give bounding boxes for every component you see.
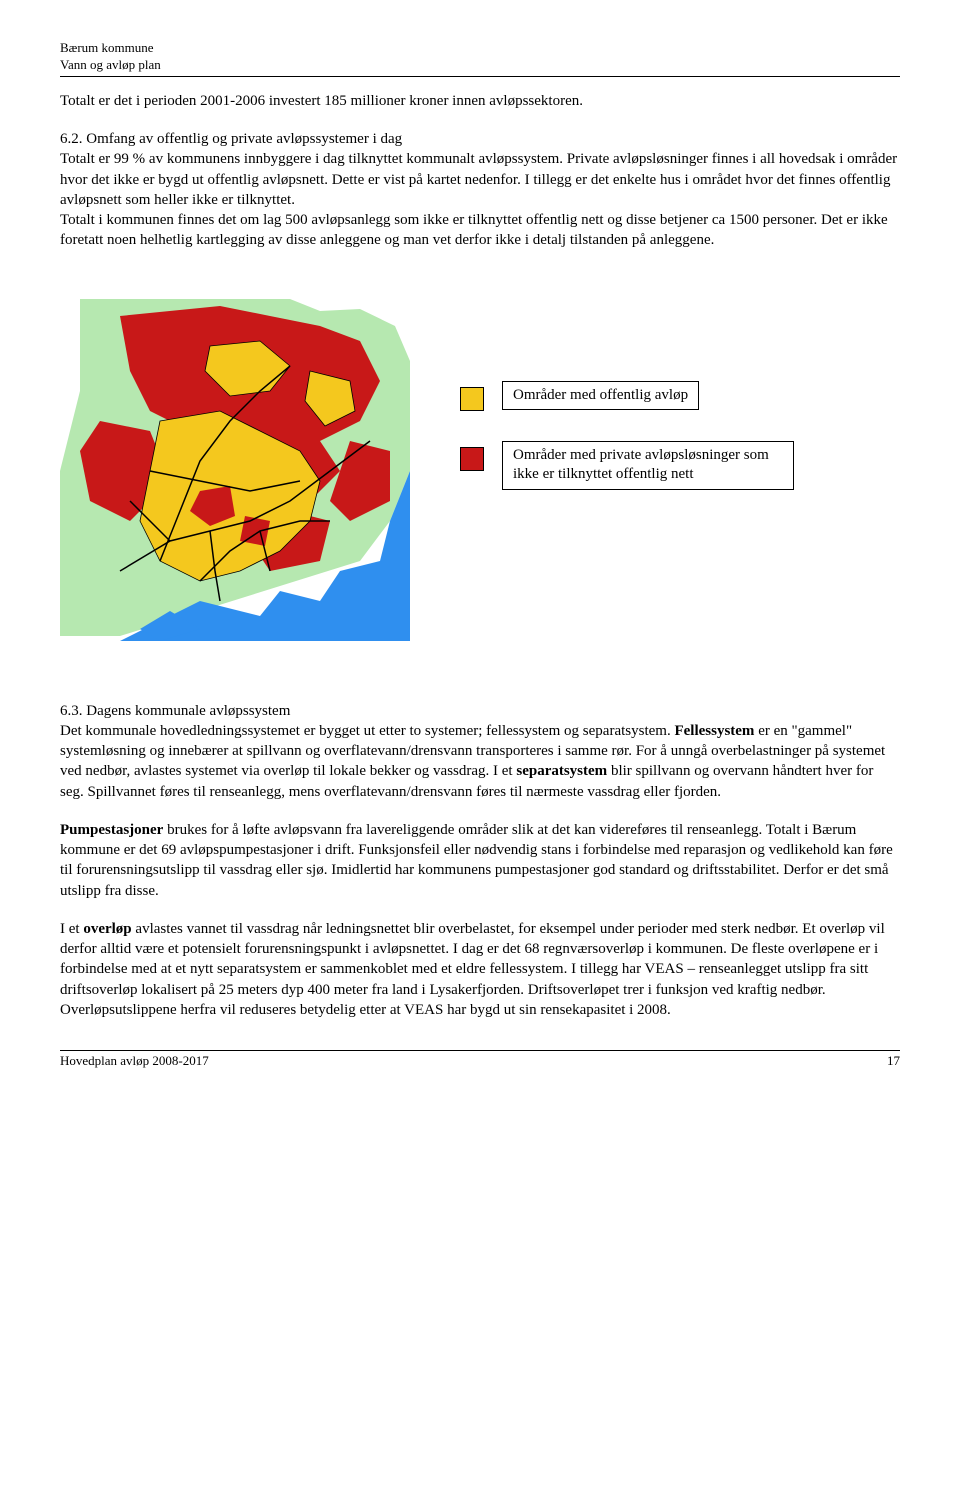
section-6-3-title: 6.3. Dagens kommunale avløpssystem <box>60 703 290 719</box>
section-6-3-p1-pre: Det kommunale hovedledningssystemet er b… <box>60 723 674 739</box>
section-6-2-body: Totalt er 99 % av kommunens innbyggere i… <box>60 151 897 248</box>
legend-item-private: Områder med private avløpsløsninger som … <box>460 441 794 490</box>
section-6-2-title: 6.2. Omfang av offentlig og private avlø… <box>60 131 402 147</box>
map-legend: Områder med offentlig avløp Områder med … <box>460 271 794 520</box>
footer-page-number: 17 <box>887 1053 900 1069</box>
legend-swatch-private <box>460 447 484 471</box>
section-6-2: 6.2. Omfang av offentlig og private avlø… <box>60 129 900 251</box>
page-footer: Hovedplan avløp 2008-2017 17 <box>60 1050 900 1069</box>
section-6-3-p3: I et overløp avlastes vannet til vassdra… <box>60 919 900 1020</box>
section-6-3-p3-rest: avlastes vannet til vassdrag når ledning… <box>60 921 885 1018</box>
map-and-legend: Områder med offentlig avløp Områder med … <box>60 271 900 641</box>
header-line-1: Bærum kommune <box>60 40 900 57</box>
section-6-3: 6.3. Dagens kommunale avløpssystem Det k… <box>60 701 900 1021</box>
bold-overlop: overløp <box>83 921 131 937</box>
legend-label-private: Områder med private avløpsløsninger som … <box>502 441 794 490</box>
section-6-3-p3-pre: I et <box>60 921 83 937</box>
header-line-2: Vann og avløp plan <box>60 57 900 74</box>
legend-swatch-public <box>460 387 484 411</box>
intro-paragraph: Totalt er det i perioden 2001-2006 inves… <box>60 91 900 111</box>
bold-separatsystem: separatsystem <box>516 763 607 779</box>
map-svg <box>60 271 430 641</box>
bold-fellessystem: Fellessystem <box>674 723 754 739</box>
section-6-3-p2-rest: brukes for å løfte avløpsvann fra lavere… <box>60 822 893 899</box>
section-6-3-p2: Pumpestasjoner brukes for å løfte avløps… <box>60 820 900 901</box>
legend-item-public: Områder med offentlig avløp <box>460 381 794 411</box>
map-figure <box>60 271 430 641</box>
footer-left: Hovedplan avløp 2008-2017 <box>60 1053 209 1069</box>
legend-label-public: Områder med offentlig avløp <box>502 381 699 411</box>
bold-pumpestasjoner: Pumpestasjoner <box>60 822 163 838</box>
page-header: Bærum kommune Vann og avløp plan <box>60 40 900 77</box>
